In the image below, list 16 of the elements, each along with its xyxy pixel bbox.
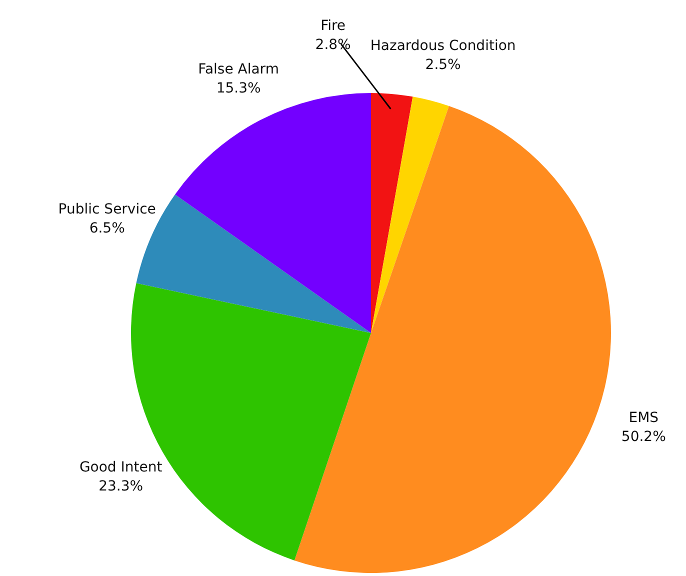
pie-slice xyxy=(175,93,371,333)
pie-slice xyxy=(371,96,450,333)
slice-label: Good Intent xyxy=(79,460,163,476)
data-label: 2.8% xyxy=(315,37,351,54)
data-label: 50.2% xyxy=(621,428,666,445)
data-label: 6.5% xyxy=(89,220,125,237)
pie-slice xyxy=(294,106,611,573)
data-label: 23.3% xyxy=(98,478,144,495)
slice-label: EMS xyxy=(628,410,659,426)
pie-slice xyxy=(371,93,413,333)
data-label: 15.3% xyxy=(216,80,261,96)
slice-label: Public Service xyxy=(58,202,156,218)
slice-label: Fire xyxy=(320,18,346,34)
data-label: 2.5% xyxy=(425,57,461,74)
slice-label: False Alarm xyxy=(198,61,279,78)
slice-label: Hazardous Condition xyxy=(370,38,516,54)
